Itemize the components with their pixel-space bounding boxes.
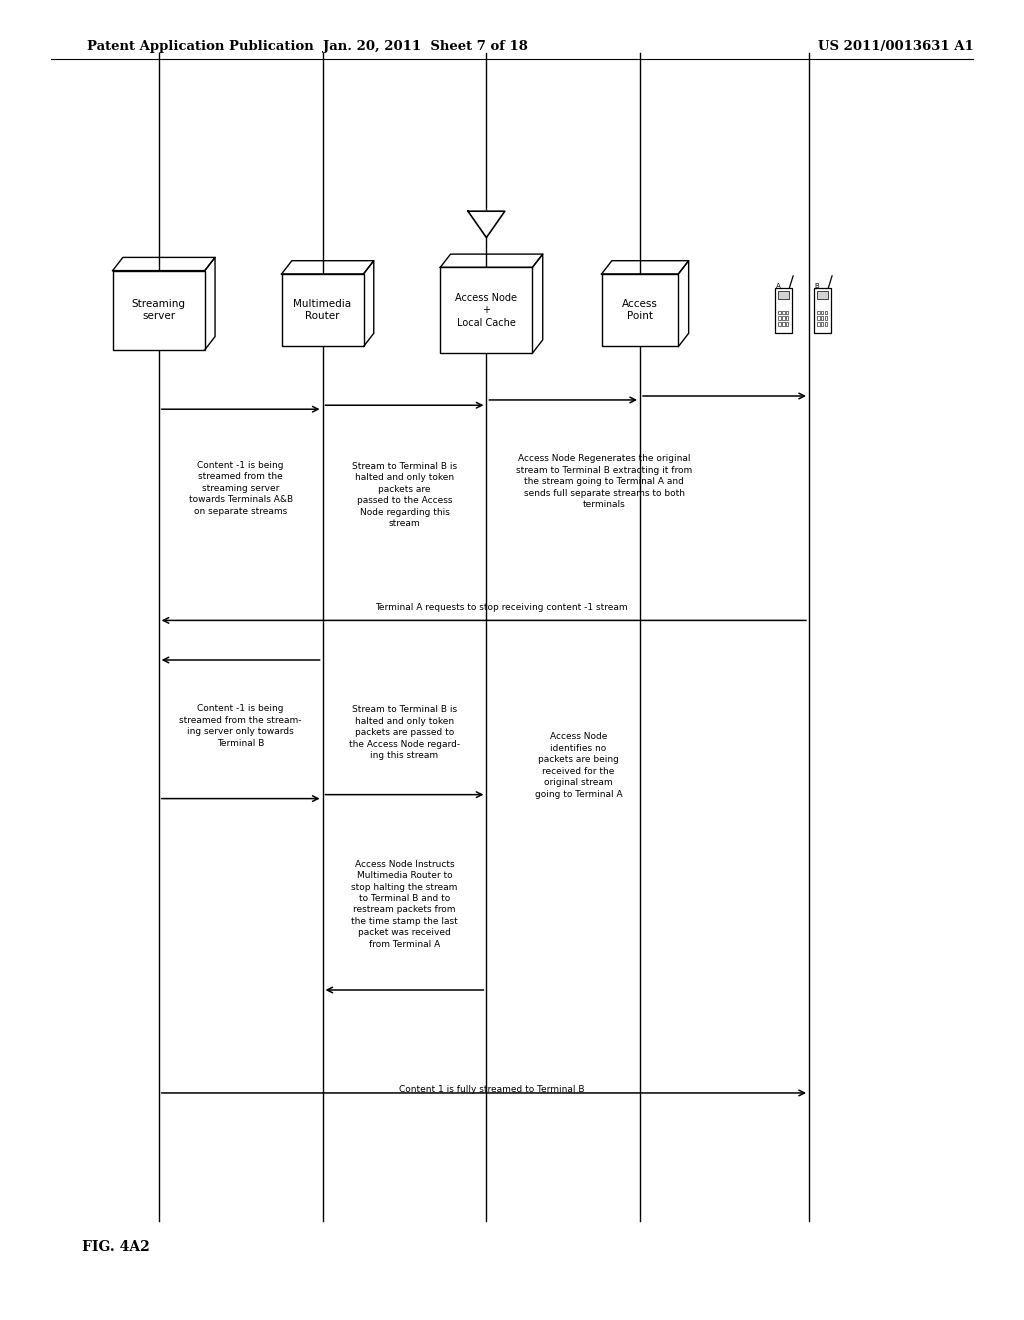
Bar — [825, 322, 827, 326]
Bar — [816, 292, 828, 300]
Bar — [814, 288, 831, 333]
Text: Access Node Regenerates the original
stream to Terminal B extracting it from
the: Access Node Regenerates the original str… — [516, 454, 692, 510]
Bar — [777, 292, 790, 300]
Bar — [821, 310, 823, 314]
Bar — [821, 322, 823, 326]
Text: Content -1 is being
streamed from the
streaming server
towards Terminals A&B
on : Content -1 is being streamed from the st… — [188, 461, 293, 516]
Text: B: B — [815, 284, 819, 289]
Text: Access Node Instructs
Multimedia Router to
stop halting the stream
to Terminal B: Access Node Instructs Multimedia Router … — [351, 859, 458, 949]
Bar — [821, 317, 823, 319]
Text: Stream to Terminal B is
halted and only token
packets are passed to
the Access N: Stream to Terminal B is halted and only … — [349, 705, 460, 760]
Bar — [817, 317, 819, 319]
Text: Patent Application Publication: Patent Application Publication — [87, 40, 313, 53]
Text: Jan. 20, 2011  Sheet 7 of 18: Jan. 20, 2011 Sheet 7 of 18 — [323, 40, 527, 53]
Bar — [775, 288, 793, 333]
Bar — [113, 271, 205, 350]
Bar — [786, 317, 788, 319]
Text: Terminal A requests to stop receiving content -1 stream: Terminal A requests to stop receiving co… — [376, 603, 628, 611]
Bar — [782, 310, 784, 314]
Bar — [440, 267, 532, 352]
Bar — [817, 310, 819, 314]
Bar — [778, 310, 780, 314]
Bar — [778, 317, 780, 319]
Bar — [602, 273, 678, 346]
Bar — [825, 317, 827, 319]
Bar — [782, 317, 784, 319]
Text: A: A — [776, 284, 780, 289]
Bar — [825, 310, 827, 314]
Text: Access Node
identifies no
packets are being
received for the
original stream
goi: Access Node identifies no packets are be… — [535, 733, 623, 799]
Bar — [786, 322, 788, 326]
Bar — [778, 322, 780, 326]
Text: Content 1 is fully streamed to Terminal B: Content 1 is fully streamed to Terminal … — [398, 1085, 585, 1093]
Text: Access Node
+
Local Cache: Access Node + Local Cache — [456, 293, 517, 327]
Text: FIG. 4A2: FIG. 4A2 — [82, 1241, 150, 1254]
Text: Access
Point: Access Point — [622, 300, 658, 321]
Text: Streaming
server: Streaming server — [132, 300, 185, 321]
Text: US 2011/0013631 A1: US 2011/0013631 A1 — [818, 40, 974, 53]
Bar — [282, 273, 364, 346]
Polygon shape — [468, 211, 505, 238]
Bar — [782, 322, 784, 326]
Text: Content -1 is being
streamed from the stream-
ing server only towards
Terminal B: Content -1 is being streamed from the st… — [179, 705, 302, 747]
Bar — [786, 310, 788, 314]
Bar — [817, 322, 819, 326]
Text: Stream to Terminal B is
halted and only token
packets are
passed to the Access
N: Stream to Terminal B is halted and only … — [352, 462, 457, 528]
Text: Multimedia
Router: Multimedia Router — [294, 300, 351, 321]
